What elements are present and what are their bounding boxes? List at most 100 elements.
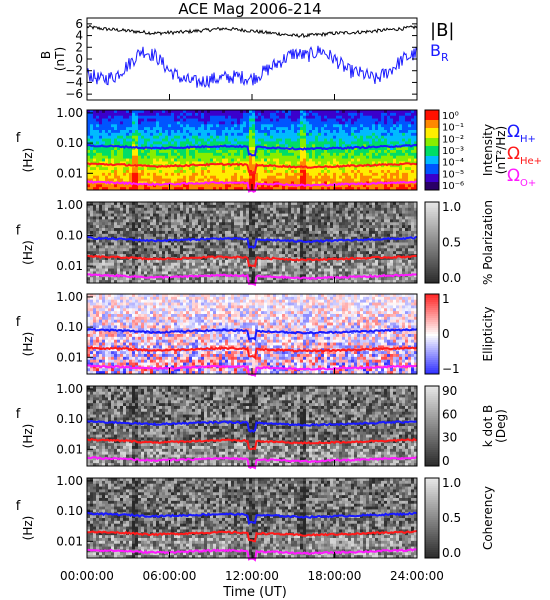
heatmap-cell bbox=[312, 158, 316, 162]
heatmap-cell bbox=[225, 210, 229, 214]
heatmap-cell bbox=[381, 172, 385, 177]
colorbar-step bbox=[425, 168, 439, 171]
heatmap-cell bbox=[324, 155, 328, 159]
heatmap-cell bbox=[186, 112, 190, 117]
heatmap-cell bbox=[162, 150, 166, 154]
heatmap-cell bbox=[291, 118, 295, 122]
heatmap-cell bbox=[270, 248, 274, 252]
heatmap-cell bbox=[138, 152, 142, 157]
heatmap-cell bbox=[306, 135, 310, 139]
heatmap-cell bbox=[171, 262, 175, 267]
heatmap-cell bbox=[276, 167, 280, 171]
heatmap-cell bbox=[387, 124, 391, 128]
heatmap-cell bbox=[126, 141, 130, 145]
heatmap-cell bbox=[294, 112, 298, 117]
heatmap-cell bbox=[411, 130, 415, 134]
heatmap-cell bbox=[189, 184, 193, 188]
heatmap-cell bbox=[171, 161, 175, 165]
heatmap-cell bbox=[273, 175, 277, 179]
heatmap-cell bbox=[267, 259, 271, 264]
heatmap-cell bbox=[249, 259, 253, 264]
heatmap-cell bbox=[357, 184, 361, 188]
heatmap-cell bbox=[303, 118, 307, 122]
heatmap-cell bbox=[138, 202, 142, 206]
heatmap-cell bbox=[192, 254, 196, 258]
heatmap-cell bbox=[252, 230, 256, 235]
heatmap-cell bbox=[264, 158, 268, 162]
heatmap-cell bbox=[186, 216, 190, 220]
heatmap-cell bbox=[375, 118, 379, 122]
heatmap-cell bbox=[381, 175, 385, 179]
heatmap-cell bbox=[321, 118, 325, 122]
heatmap-cell bbox=[414, 127, 418, 131]
heatmap-cell bbox=[309, 175, 313, 179]
heatmap-cell bbox=[357, 115, 361, 119]
heatmap-cell bbox=[246, 178, 250, 182]
heatmap-cell bbox=[87, 150, 91, 154]
heatmap-cell bbox=[117, 152, 121, 157]
heatmap-cell bbox=[345, 150, 349, 154]
heatmap-cell bbox=[399, 187, 403, 191]
heatmap-cell bbox=[132, 254, 136, 258]
heatmap-cell bbox=[87, 167, 91, 171]
heatmap-cell bbox=[261, 254, 265, 258]
heatmap-cell bbox=[318, 181, 322, 185]
heatmap-cell bbox=[312, 164, 316, 168]
heatmap-cell bbox=[246, 130, 250, 134]
heatmap-cell bbox=[366, 124, 370, 128]
heatmap-cell bbox=[135, 268, 139, 272]
heatmap-cell bbox=[315, 152, 319, 157]
heatmap-cell bbox=[189, 158, 193, 162]
heatmap-cell bbox=[252, 210, 256, 214]
heatmap-cell bbox=[123, 135, 127, 139]
heatmap-cell bbox=[204, 242, 208, 246]
heatmap-cell bbox=[234, 115, 238, 119]
heatmap-cell bbox=[321, 135, 325, 139]
heatmap-cell bbox=[321, 141, 325, 145]
heatmap-cell bbox=[132, 265, 136, 269]
heatmap-cell bbox=[348, 172, 352, 177]
heatmap-cell bbox=[198, 152, 202, 157]
heatmap-cell bbox=[102, 256, 106, 261]
heatmap-cell bbox=[234, 161, 238, 165]
heatmap-cell bbox=[186, 277, 190, 281]
heatmap-cell bbox=[309, 178, 313, 182]
heatmap-cell bbox=[348, 127, 352, 131]
heatmap-cell bbox=[189, 167, 193, 171]
heatmap-cell bbox=[201, 167, 205, 171]
heatmap-cell bbox=[102, 268, 106, 272]
heatmap-cell bbox=[384, 110, 388, 114]
heatmap-cell bbox=[198, 130, 202, 134]
heatmap-cell bbox=[183, 158, 187, 162]
heatmap-cell bbox=[132, 158, 136, 162]
heatmap-cell bbox=[294, 135, 298, 139]
heatmap-cell bbox=[96, 147, 100, 151]
heatmap-cell bbox=[186, 213, 190, 217]
heatmap-cell bbox=[225, 213, 229, 217]
heatmap-cell bbox=[258, 251, 262, 255]
heatmap-cell bbox=[276, 202, 280, 206]
heatmap-cell bbox=[330, 144, 334, 148]
heatmap-cell bbox=[261, 251, 265, 255]
heatmap-cell bbox=[123, 222, 127, 226]
heatmap-cell bbox=[135, 245, 139, 249]
heatmap-cell bbox=[228, 115, 232, 119]
heatmap-cell bbox=[183, 248, 187, 252]
heatmap-cell bbox=[114, 280, 118, 284]
heatmap-cell bbox=[327, 172, 331, 177]
heatmap-cell bbox=[222, 271, 226, 275]
heatmap-cell bbox=[213, 110, 217, 114]
heatmap-cell bbox=[273, 115, 277, 119]
heatmap-cell bbox=[213, 277, 217, 281]
heatmap-cell bbox=[264, 132, 268, 137]
heatmap-cell bbox=[405, 130, 409, 134]
heatmap-cell bbox=[114, 150, 118, 154]
heatmap-cell bbox=[99, 127, 103, 131]
heatmap-cell bbox=[276, 268, 280, 272]
heatmap-cell bbox=[153, 268, 157, 272]
heatmap-cell bbox=[384, 138, 388, 142]
heatmap-cell bbox=[336, 141, 340, 145]
heatmap-cell bbox=[219, 172, 223, 177]
heatmap-cell bbox=[222, 245, 226, 249]
heatmap-cell bbox=[171, 251, 175, 255]
